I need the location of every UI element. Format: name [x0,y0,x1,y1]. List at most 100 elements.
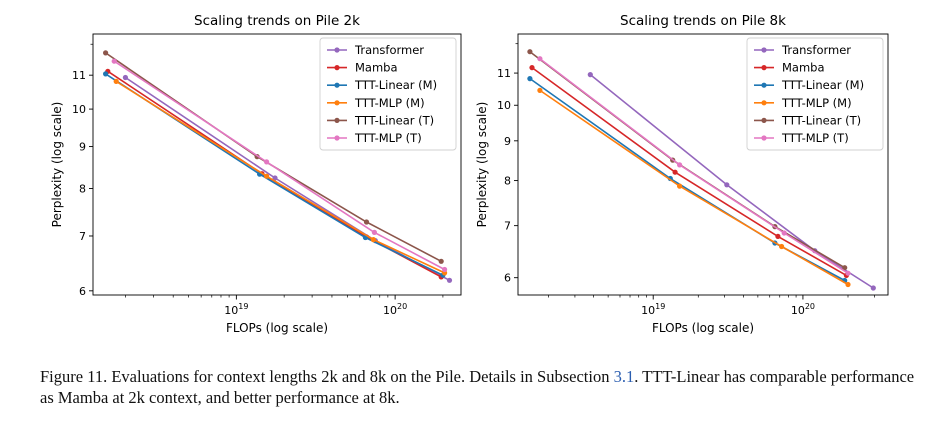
legend-swatch-marker [334,82,340,88]
series-ttt-mlp-t [111,58,448,273]
x-tick-label: 1020 [383,302,407,317]
legend-box [319,37,457,151]
data-point [842,265,848,271]
data-point [113,78,119,84]
y-tick-label: 7 [504,220,511,233]
data-point [587,72,593,78]
data-point [272,175,278,181]
y-tick-label: 9 [79,141,86,154]
plot-frame [517,33,889,296]
legend-item: Transformer [754,43,851,57]
legend-label: Transformer [781,43,851,57]
series-line [113,60,445,271]
figure: Scaling trends on Pile 2k 6 7 8 9 10 11 1019 102… [50,13,889,335]
legend-swatch-marker [334,117,340,123]
data-point [438,258,444,264]
data-point [845,281,851,288]
x-axis-label: FLOPs (log scale) [226,321,328,335]
data-point [677,162,683,168]
data-point [370,237,376,243]
legend-label: TTT-Linear (M) [354,78,437,92]
legend-item: Mamba [327,61,398,75]
legend-item: Transformer [327,43,424,57]
data-point [103,50,109,56]
legend-swatch-marker [334,47,340,53]
data-point [870,285,876,291]
caption-prefix: Figure 11. Evaluations for context lengt… [40,367,614,386]
series-line [539,58,849,274]
legend-label: TTT-MLP (T) [354,131,422,145]
legend: Transformer Mamba TTT-Linear (M) TTT-MLP (M… [319,37,457,151]
chart-title: Scaling trends on Pile 8k [620,13,786,29]
chart-title: Scaling trends on Pile 2k [194,13,360,29]
data-point [446,277,453,283]
y-tick-label: 11 [72,69,86,82]
data-point [724,182,730,188]
data-point [264,173,270,179]
legend-item: Mamba [754,61,825,75]
legend-item: TTT-MLP (T) [327,131,422,145]
data-point [537,56,543,62]
y-tick-label: 8 [504,175,511,188]
legend-label: TTT-MLP (T) [781,131,849,145]
data-point [537,87,543,93]
legend-swatch-marker [334,65,340,71]
data-point [264,159,270,165]
x-tick-label: 1019 [224,302,248,317]
legend-swatch-marker [334,135,340,141]
legend-swatch-marker [761,117,767,123]
data-point [363,219,370,225]
legend-label: TTT-Linear (T) [354,113,434,127]
data-point [527,49,533,55]
legend-swatch-marker [761,47,767,53]
legend-label: TTT-MLP (M) [354,96,425,110]
legend-item: TTT-Linear (M) [327,78,437,92]
data-point [527,76,533,82]
y-axis-label: Perplexity (log scale) [50,102,64,228]
chart-pile-2k: Scaling trends on Pile 2k 6 7 8 9 10 11 1019 102… [50,13,462,335]
legend-item: TTT-MLP (T) [754,131,849,145]
legend-swatch-marker [334,100,340,106]
figure-caption: Figure 11. Evaluations for context lengt… [40,366,920,408]
y-tick-label: 8 [79,182,86,195]
chart-pile-8k: Scaling trends on Pile 8k 6 7 8 9 10 11 1019 102… [475,13,889,335]
data-point [781,230,787,236]
data-point [111,58,117,64]
legend-item: TTT-Linear (M) [754,78,864,92]
data-point [103,71,109,77]
legend-swatch-marker [761,100,767,106]
legend-label: Mamba [355,61,398,75]
y-tick-label: 9 [504,135,511,148]
data-point [779,243,785,250]
x-tick-label: 1019 [641,302,665,317]
legend-label: TTT-MLP (M) [781,96,852,110]
legend-label: Transformer [354,43,424,57]
series-ttt-mlp-t [537,56,851,276]
legend-label: Mamba [782,61,825,75]
legend-label: TTT-Linear (M) [781,78,864,92]
y-tick-label: 10 [72,103,86,116]
data-point [371,229,377,235]
y-tick-label: 6 [504,272,511,285]
legend-item: TTT-MLP (M) [754,96,852,110]
legend-swatch-marker [761,82,767,88]
plot-frame [92,33,462,296]
series-line [115,80,445,274]
legend-swatch-marker [761,65,767,71]
series-line [539,89,849,286]
data-point [122,74,128,81]
y-tick-label: 7 [79,230,86,243]
y-axis-label: Perplexity (log scale) [475,102,489,228]
legend-label: TTT-Linear (T) [781,113,861,127]
data-point [677,183,683,189]
legend: Transformer Mamba TTT-Linear (M) TTT-MLP (M… [746,37,884,151]
legend-item: TTT-Linear (T) [754,113,861,127]
legend-box [746,37,884,151]
legend-item: TTT-Linear (T) [327,113,434,127]
caption-suffix: . TTT-Linear has comparable performance … [40,367,915,407]
legend-swatch-marker [761,135,767,141]
data-point [845,270,851,276]
legend-item: TTT-MLP (M) [327,96,425,110]
data-point [442,266,448,273]
caption-section-link[interactable]: 3.1 [613,367,635,386]
